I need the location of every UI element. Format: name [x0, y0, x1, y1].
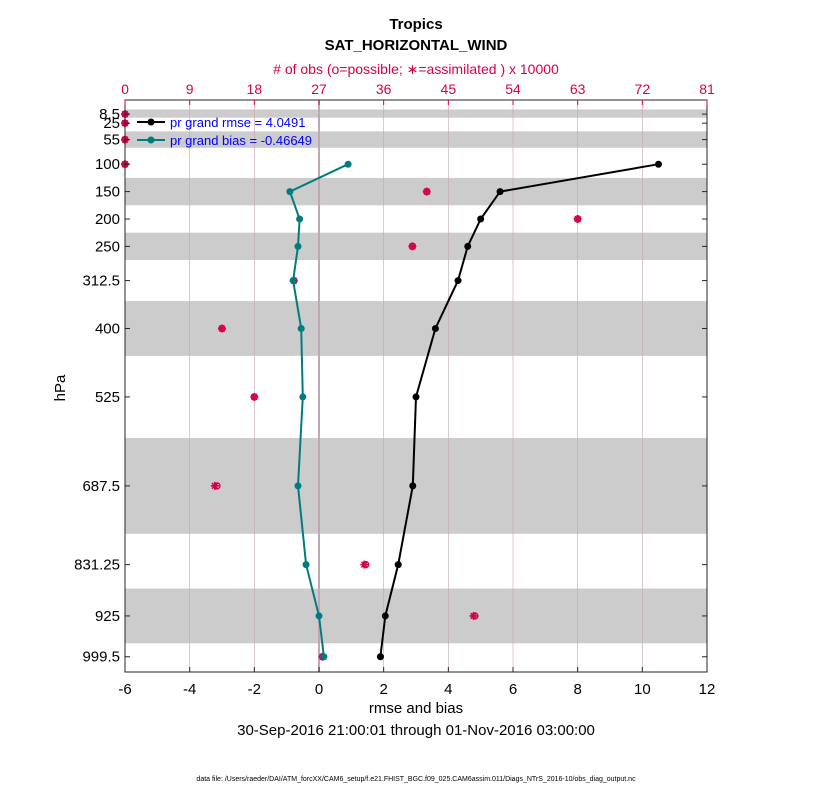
obs-assimilated-marker-10	[210, 481, 219, 490]
chart-subtitle: SAT_HORIZONTAL_WIND	[325, 37, 508, 54]
obs-assimilated-stroke-12-3	[470, 612, 477, 620]
obs-assimilated-marker-5	[573, 214, 582, 223]
series-1-point-9	[315, 612, 323, 620]
series-0-point-5	[431, 324, 439, 332]
obs-assimilated-marker-11	[360, 560, 369, 569]
x-tick-label-5: 4	[444, 681, 452, 698]
top-x-tick-label-0: 0	[121, 81, 129, 97]
top-x-tick-label-4: 36	[376, 81, 392, 97]
series-1-point-1	[286, 188, 294, 196]
series-1-point-6	[299, 393, 307, 401]
series-0-point-2	[477, 215, 485, 223]
obs-assimilated-marker-6	[408, 242, 417, 251]
obs-assimilated-marker-12	[469, 611, 478, 620]
plot-frame	[124, 99, 708, 673]
legend-label-rmse: pr grand rmse = 4.0491	[170, 115, 306, 130]
y-tick-label-1: 25	[103, 115, 120, 132]
series-0-point-1	[496, 188, 504, 196]
obs-assimilated-stroke-6-3	[409, 242, 416, 250]
legend-label-bias: pr grand bias = -0.46649	[170, 133, 312, 148]
series-0-point-9	[381, 612, 389, 620]
y-tick-label-4: 150	[95, 184, 120, 201]
obs-assimilated-stroke-5-3	[574, 215, 582, 223]
top-x-tick-label-1: 9	[186, 81, 194, 97]
top-x-tick-label-7: 63	[570, 81, 586, 97]
y-tick-label-8: 400	[95, 320, 120, 337]
chart-title: Tropics	[389, 16, 442, 33]
x-tick-label-8: 10	[634, 681, 651, 698]
obs-assimilated-stroke-8-3	[218, 325, 226, 332]
x-tick-label-0: -6	[118, 681, 131, 698]
top-x-tick-label-3: 27	[311, 81, 327, 97]
x-tick-label-9: 12	[699, 681, 716, 698]
y-tick-label-7: 312.5	[82, 273, 120, 290]
series-0-point-4	[454, 277, 462, 285]
y-tick-label-11: 831.25	[74, 557, 120, 574]
legend-marker-rmse	[147, 118, 155, 126]
x-axis-label: rmse and bias	[369, 700, 463, 717]
top-x-tick-label-2: 18	[247, 81, 263, 97]
y-tick-label-6: 250	[95, 238, 120, 255]
series-1-point-0	[344, 160, 352, 168]
obs-assimilated-stroke-11-3	[360, 561, 368, 568]
y-axis-label: hPa	[52, 374, 69, 401]
footer-data-file: data file: /Users/raeder/DAI/ATM_forcXX/…	[196, 776, 636, 783]
axis-ticks: -6 -4 -2 0 2 4 6 8 10 12 0 9 18 27 36 45 54 63 72 81 8.52555…	[74, 81, 715, 698]
shaded-band-6	[125, 588, 707, 644]
x-tick-label-2: -2	[248, 681, 261, 698]
series-1-point-10	[320, 653, 328, 661]
y-tick-label-3: 100	[95, 156, 120, 173]
date-range-label: 30-Sep-2016 21:00:01 through 01-Nov-2016…	[237, 722, 595, 739]
x-tick-label-7: 8	[573, 681, 581, 698]
obs-assimilated-stroke-10-3	[211, 482, 219, 490]
obs-assimilated-stroke-4-3	[423, 188, 431, 195]
data-series	[286, 160, 662, 661]
series-0-point-10	[376, 653, 384, 661]
top-axis-label: # of obs (o=possible; ∗=assimilated ) x …	[273, 61, 559, 77]
y-tick-label-13: 999.5	[82, 649, 120, 666]
plot-area	[121, 99, 708, 673]
legend: pr grand rmse = 4.0491 pr grand bias = -…	[137, 115, 312, 148]
top-x-tick-label-8: 72	[635, 81, 651, 97]
shaded-band-1	[125, 131, 707, 148]
top-x-tick-label-6: 54	[505, 81, 521, 97]
obs-assimilated-marker-8	[218, 324, 226, 333]
obs-assimilated-stroke-9-3	[250, 393, 258, 401]
series-0-point-0	[655, 160, 662, 168]
shaded-band-4	[125, 301, 707, 356]
y-tick-label-0: 8.5	[99, 106, 120, 123]
series-1-point-2	[296, 215, 304, 223]
series-1-point-7	[294, 482, 302, 490]
y-tick-label-12: 925	[95, 608, 120, 625]
x-tick-label-4: 2	[379, 681, 387, 698]
series-0-point-8	[394, 561, 402, 569]
x-tick-label-6: 6	[509, 681, 517, 698]
series-1-point-3	[294, 242, 302, 250]
x-tick-label-3: 0	[315, 681, 323, 698]
series-1-point-8	[302, 561, 310, 569]
series-1-point-5	[297, 324, 305, 332]
obs-assimilated-marker-4	[422, 187, 431, 196]
legend-marker-bias	[147, 136, 155, 144]
series-1-point-4	[289, 277, 297, 285]
series-0-point-6	[412, 393, 420, 401]
y-tick-label-9: 525	[95, 389, 120, 406]
x-tick-label-1: -4	[183, 681, 196, 698]
y-tick-label-5: 200	[95, 211, 120, 228]
shaded-band-2	[125, 177, 707, 206]
y-tick-label-10: 687.5	[82, 478, 120, 495]
shaded-band-0	[125, 109, 707, 118]
series-0-point-3	[464, 242, 472, 250]
top-x-tick-label-9: 81	[699, 81, 715, 97]
top-x-tick-label-5: 45	[441, 81, 457, 97]
y-tick-label-2: 55	[103, 132, 120, 149]
obs-assimilated-marker-9	[250, 392, 259, 401]
series-0-point-7	[409, 482, 417, 490]
